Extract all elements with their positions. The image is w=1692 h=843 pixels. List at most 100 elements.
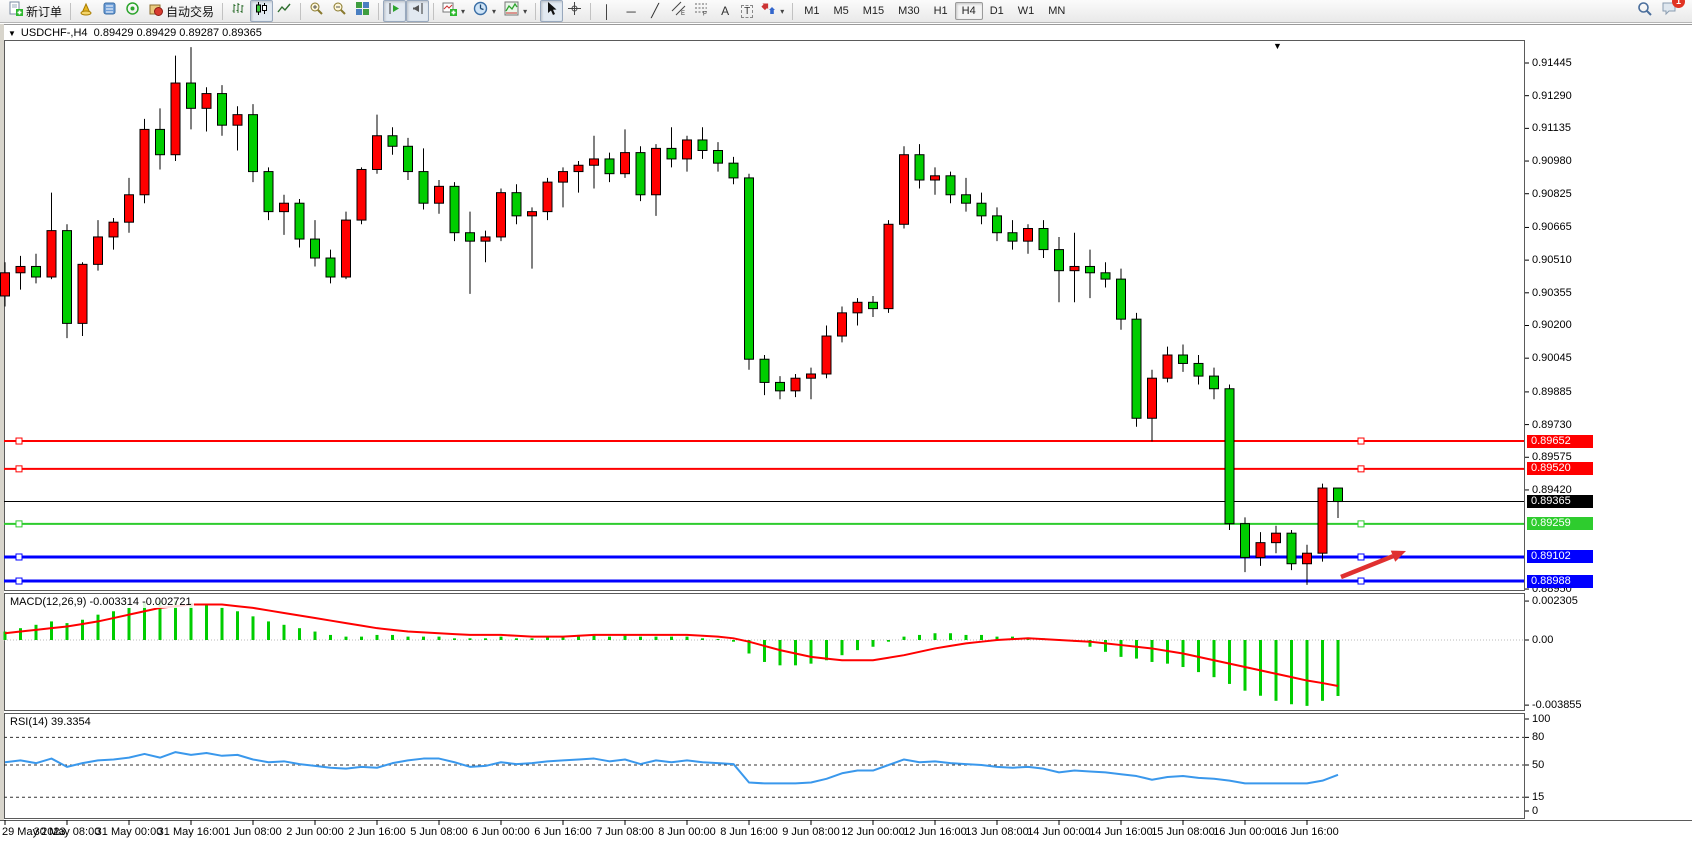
chart-shift-marker[interactable]: ▼ <box>1273 41 1282 51</box>
fibonacci-icon: F <box>694 1 709 21</box>
candlestick-icon <box>254 1 269 21</box>
time-tick-label: 15 Jun 08:00 <box>1151 826 1215 838</box>
chart-shift-icon <box>410 1 425 21</box>
timeframe-m15[interactable]: M15 <box>862 5 885 17</box>
chevron-down-icon: ▾ <box>780 6 785 16</box>
level-price-label: 0.89652 <box>1527 434 1593 448</box>
data-window-icon <box>102 1 117 21</box>
separator <box>792 2 794 20</box>
new-chart-button[interactable]: ▾ <box>438 0 469 22</box>
new-order-button[interactable]: 新订单 <box>4 0 66 22</box>
search-icon[interactable] <box>1637 1 1653 22</box>
timeframe-m30[interactable]: M30 <box>898 5 920 17</box>
trendline-button[interactable]: ╱ <box>643 0 667 22</box>
macd-pane[interactable] <box>4 593 1525 711</box>
cursor-button[interactable] <box>540 0 564 22</box>
channel-button[interactable]: E <box>667 0 690 22</box>
separator <box>70 2 72 20</box>
crosshair-icon <box>567 1 582 21</box>
time-tick-label: 2 Jun 00:00 <box>286 826 344 838</box>
zoom-in-icon <box>309 1 324 21</box>
market-watch-button[interactable] <box>75 0 98 22</box>
period-icon <box>473 1 488 21</box>
timeframe-mn[interactable]: MN <box>1048 5 1066 17</box>
zoom-out-button[interactable] <box>328 0 351 22</box>
price-tick-label: 0.89730 <box>1532 418 1572 431</box>
price-tick-label: 0.91445 <box>1532 57 1572 69</box>
chart-shift-button[interactable] <box>406 0 430 22</box>
level-price-label: 0.89259 <box>1527 517 1593 531</box>
time-tick-label: 13 Jun 08:00 <box>965 826 1029 838</box>
time-tick-label: 1 Jun 08:00 <box>224 826 282 838</box>
macd-axis-label: 0.002305 <box>1532 595 1578 608</box>
crosshair-button[interactable] <box>563 0 586 22</box>
time-tick-label: 12 Jun 00:00 <box>841 826 905 838</box>
price-axis[interactable] <box>1525 40 1692 819</box>
rsi-pane[interactable] <box>4 713 1525 819</box>
chevron-down-icon: ▾ <box>461 6 466 16</box>
navigator-button[interactable] <box>121 0 144 22</box>
period-button[interactable]: ▾ <box>469 0 500 22</box>
data-window-button[interactable] <box>98 0 121 22</box>
candlestick-button[interactable] <box>250 0 274 22</box>
rsi-axis-label: 15 <box>1532 791 1545 804</box>
time-tick-label: 31 May 16:00 <box>157 826 225 838</box>
vertical-line-button[interactable]: │ <box>595 0 619 22</box>
timeframe-h4[interactable]: H4 <box>954 2 983 20</box>
chevron-down-icon[interactable]: ▼ <box>8 29 16 38</box>
horizontal-line-button[interactable]: ─ <box>619 0 643 22</box>
price-tick-label: 0.89575 <box>1532 451 1572 464</box>
time-tick-label: 16 Jun 00:00 <box>1213 826 1277 838</box>
text-icon: A <box>721 4 730 18</box>
notification-badge: 1 <box>1672 0 1685 8</box>
timeframe-h1[interactable]: H1 <box>933 5 948 17</box>
level-price-label: 0.88988 <box>1527 574 1593 588</box>
time-tick-label: 29 May 2023 <box>2 826 66 838</box>
line-chart-button[interactable] <box>273 0 296 22</box>
time-tick-label: 7 Jun 08:00 <box>596 826 654 838</box>
time-axis[interactable] <box>0 820 1692 843</box>
indicators-icon <box>504 1 519 21</box>
text-button[interactable]: A <box>713 0 737 22</box>
svg-text:E: E <box>681 11 685 16</box>
market-watch-icon <box>79 1 94 21</box>
time-tick-label: 8 Jun 00:00 <box>658 826 716 838</box>
auto-scroll-button[interactable] <box>383 0 407 22</box>
price-tick-label: 0.90200 <box>1532 319 1572 332</box>
tile-windows-button[interactable] <box>351 0 374 22</box>
arrows-button[interactable]: ▾ <box>757 0 788 22</box>
price-tick-label: 0.90825 <box>1532 187 1572 200</box>
window-edge <box>0 24 4 842</box>
rsi-axis-label: 80 <box>1532 731 1545 744</box>
time-tick-label: 6 Jun 16:00 <box>534 826 592 838</box>
price-tick-label: 0.90355 <box>1532 286 1572 299</box>
chart-symbol-period: USDCHF-,H4 <box>20 27 88 39</box>
time-tick-label: 5 Jun 08:00 <box>410 826 468 838</box>
timeframe-d1[interactable]: D1 <box>989 5 1004 17</box>
level-price-label: 0.89520 <box>1527 462 1593 476</box>
fibonacci-button[interactable]: F <box>690 0 713 22</box>
main-chart-pane[interactable] <box>4 40 1525 591</box>
bar-chart-button[interactable] <box>227 0 250 22</box>
indicators-button[interactable]: ▾ <box>500 0 531 22</box>
price-tick-label: 0.90510 <box>1532 254 1572 267</box>
macd-axis-label: -0.003855 <box>1532 699 1582 712</box>
separator <box>378 2 380 20</box>
time-tick-label: 9 Jun 08:00 <box>782 826 840 838</box>
vline-icon: │ <box>603 3 612 19</box>
timeframe-m1[interactable]: M1 <box>804 5 820 17</box>
navigator-icon <box>125 1 140 21</box>
price-tick-label: 0.91290 <box>1532 89 1572 102</box>
toolbar: 新订单 自动交易 <box>0 0 1692 23</box>
notifications-button[interactable]: 1 <box>1661 0 1685 21</box>
timeframe-m5[interactable]: M5 <box>833 5 849 17</box>
text-label-button[interactable]: T <box>737 0 757 22</box>
timeframe-w1[interactable]: W1 <box>1017 5 1035 17</box>
zoom-in-button[interactable] <box>305 0 328 22</box>
price-tick-label: 0.90665 <box>1532 221 1572 234</box>
autotrading-label: 自动交易 <box>166 4 215 19</box>
channel-icon: E <box>671 1 686 21</box>
autotrading-button[interactable]: 自动交易 <box>144 0 218 22</box>
svg-text:F: F <box>703 12 707 17</box>
